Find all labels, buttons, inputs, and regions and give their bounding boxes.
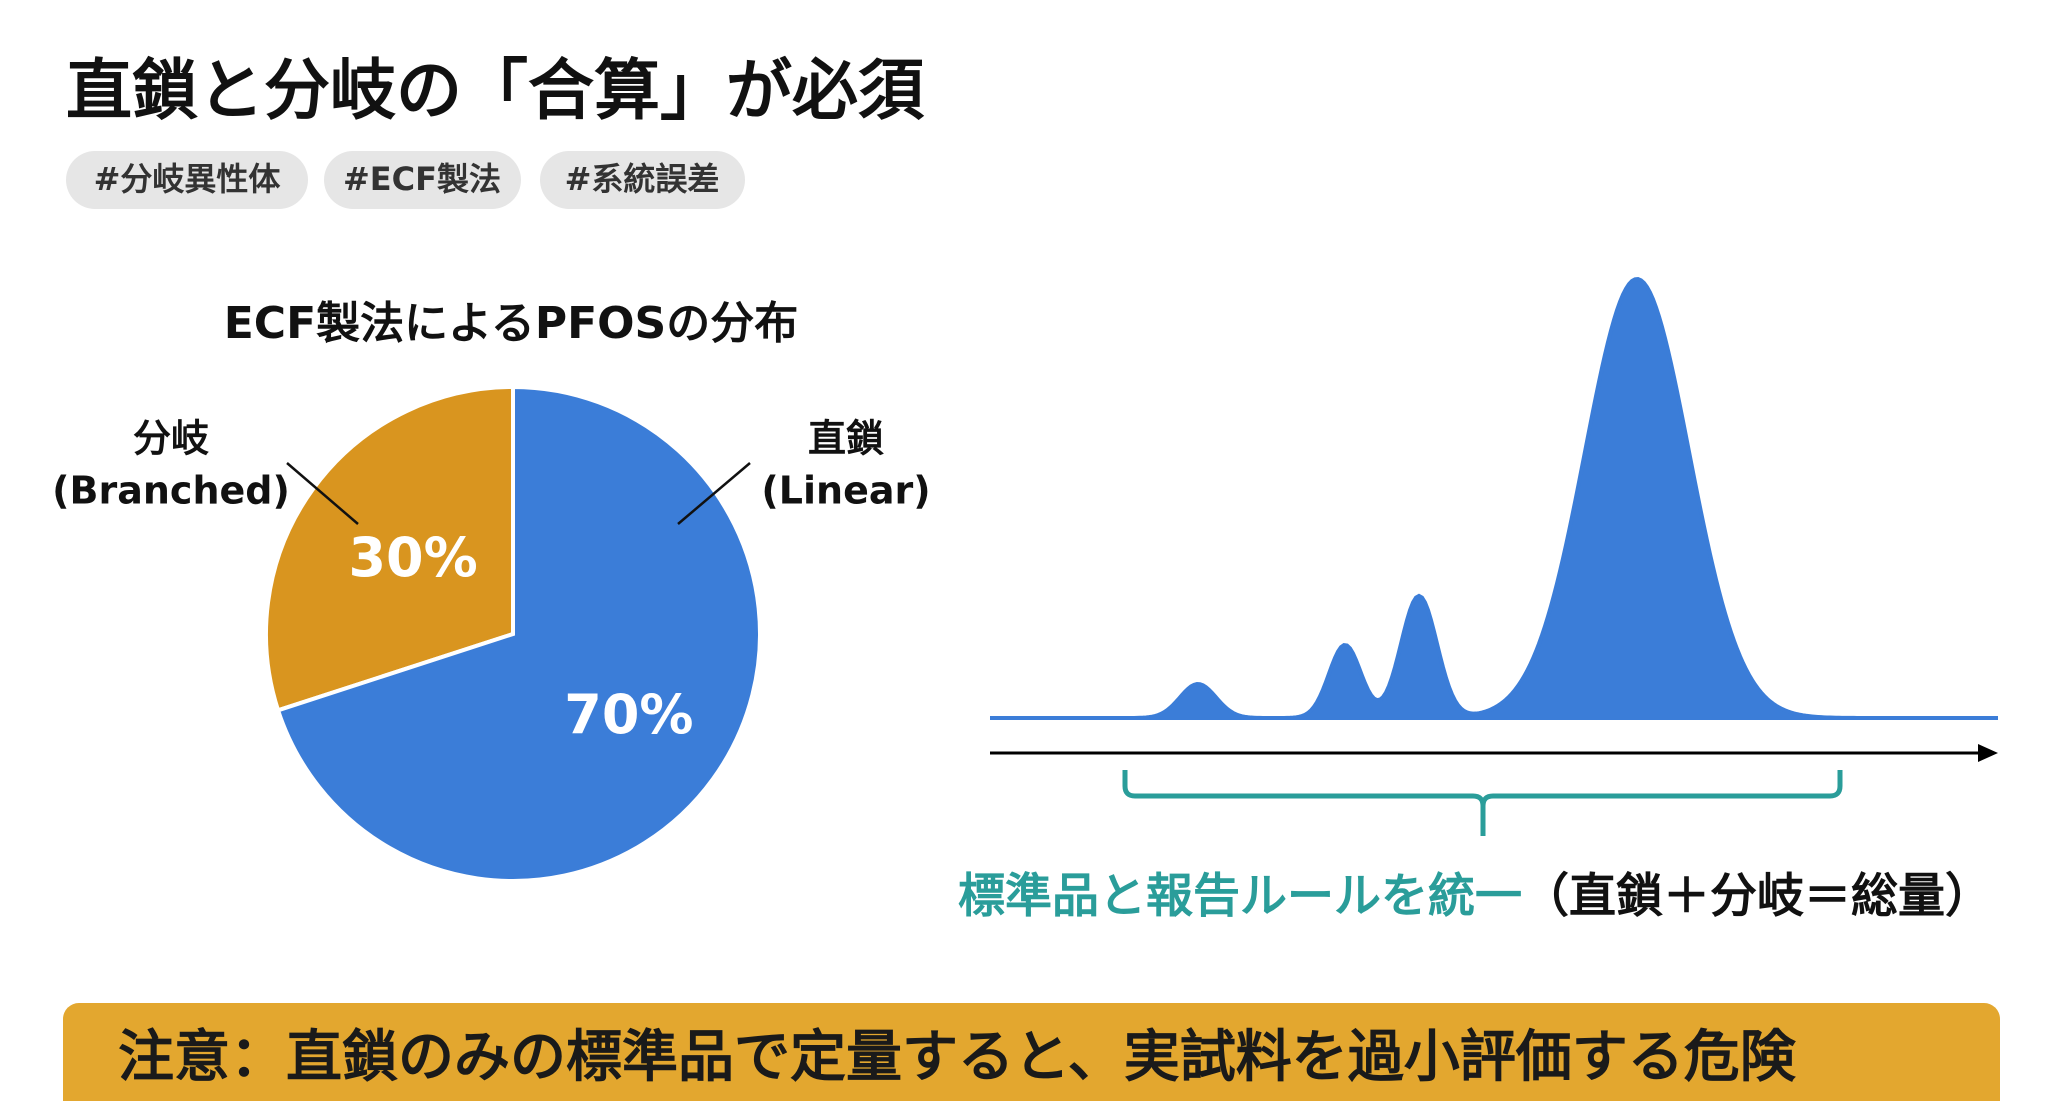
caption: 標準品と報告ルールを統一（直鎖＋分岐＝総量） <box>958 869 1992 924</box>
axis-arrow <box>990 744 1998 762</box>
tag-pill <box>540 151 745 209</box>
bracket <box>1122 770 1843 836</box>
caption-main: 標準品と報告ルールを統一 <box>958 869 1522 924</box>
tag-pill <box>66 151 308 209</box>
caption-note: （直鎖＋分岐＝総量） <box>1522 869 1992 924</box>
warning-banner <box>63 1003 2000 1101</box>
pie-slice <box>275 384 762 883</box>
leader-line <box>286 462 359 525</box>
pie: 30% 70% <box>264 384 762 883</box>
pie-slice <box>264 384 515 713</box>
warning-text: 注意：直鎖のみの標準品で定量すると、実試料を過小評価する危険 <box>118 1025 1797 1090</box>
chart-title: ECF製法によるPFOSの分布 <box>224 298 798 349</box>
chromatogram-peaks <box>990 277 1998 720</box>
tags: #分岐異性体 #ECF製法 #系統誤差 <box>66 151 745 209</box>
tag: #系統誤差 <box>565 160 720 198</box>
title: 直鎖と分岐の「合算」が必須 <box>66 52 925 129</box>
value-label: 70% <box>564 683 693 746</box>
tag: #分岐異性体 <box>94 160 281 198</box>
arrow-head <box>1978 744 1998 762</box>
tag: #ECF製法 <box>343 160 501 198</box>
value-label: 30% <box>348 526 477 589</box>
category-label: 分岐 <box>133 417 209 461</box>
category-label: 直鎖 <box>808 417 884 461</box>
tag-pill <box>324 151 521 209</box>
category-subtitle: (Branched) <box>52 469 290 513</box>
category-subtitle: (Linear) <box>761 469 930 513</box>
leader-line <box>677 462 751 525</box>
